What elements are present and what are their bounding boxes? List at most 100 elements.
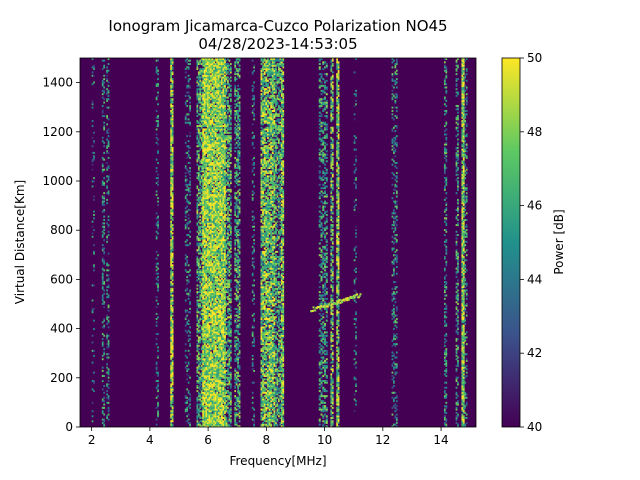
heatmap-cell-b7: [219, 302, 222, 305]
heatmap-cell-b7: [224, 408, 226, 411]
heatmap-cell-b5: [189, 291, 191, 294]
heatmap-cell-b4: [171, 146, 174, 149]
heatmap-cell-b1: [101, 83, 104, 86]
heatmap-cell-b7: [203, 187, 206, 190]
heatmap-cell-b7: [205, 197, 208, 200]
heatmap-cell-b7: [216, 126, 219, 129]
heatmap-cell-b1: [101, 259, 104, 262]
heatmap-cell-b7: [216, 329, 219, 332]
heatmap-cell-b7: [224, 250, 226, 253]
heatmap-cell-b7: [213, 178, 216, 181]
heatmap-cell-b7: [219, 343, 222, 346]
heatmap-cell-b7: [216, 380, 219, 383]
heatmap-cell-b7: [216, 411, 219, 414]
heatmap-cell-b7: [205, 222, 208, 225]
heatmap-cell-b7: [208, 272, 211, 275]
heatmap-cell-b7: [214, 230, 217, 233]
heatmap-cell-b2: [106, 168, 108, 171]
heatmap-cell-b3: [157, 203, 159, 206]
heatmap-cell-b6: [196, 59, 199, 62]
heatmap-cell-b7: [213, 255, 216, 258]
heatmap-cell-b6: [197, 331, 200, 334]
heatmap-cell-b6: [199, 358, 202, 361]
heatmap-cell-b7: [206, 349, 209, 352]
heatmap-cell-b5: [189, 156, 191, 159]
heatmap-cell-b6: [199, 170, 202, 173]
heatmap-cell-b7: [203, 274, 206, 277]
heatmap-cell-b7: [220, 158, 223, 161]
heatmap-cell-b7: [219, 383, 222, 386]
heatmap-cell-b7: [224, 388, 226, 391]
heatmap-cell-b7: [208, 371, 211, 374]
heatmap-cell-b7: [213, 328, 216, 331]
heatmap-cell-b7: [222, 333, 225, 336]
heatmap-cell-b7: [224, 373, 226, 376]
heatmap-cell-b5: [187, 150, 190, 153]
heatmap-cell-b6: [200, 252, 203, 255]
heatmap-cell-b7: [206, 136, 209, 139]
heatmap-cell-b7: [213, 317, 216, 320]
heatmap-cell-b7: [206, 304, 209, 307]
heatmap-cell-b7: [211, 203, 214, 206]
heatmap-cell-b7: [211, 212, 214, 215]
heatmap-cell-b7: [211, 213, 214, 216]
heatmap-cell-b7: [210, 395, 212, 398]
heatmap-cell-b6: [200, 425, 203, 427]
heatmap-cell-b7: [224, 311, 226, 314]
heatmap-cell-b6: [199, 190, 202, 193]
heatmap-cell-b6: [197, 252, 200, 255]
heatmap-cell-b7: [202, 328, 205, 331]
heatmap-cell-b5: [187, 98, 190, 101]
heatmap-cell-b7: [208, 210, 211, 213]
heatmap-cell-b7: [217, 267, 220, 270]
heatmap-cell-b5: [187, 183, 190, 186]
heatmap-cell-b5: [184, 343, 187, 346]
heatmap-cell-b7: [214, 244, 217, 247]
heatmap-cell-b7: [208, 301, 211, 304]
heatmap-cell-b6: [197, 173, 200, 176]
heatmap-cell-b6: [196, 84, 199, 87]
heatmap-cell-b2: [106, 264, 108, 267]
heatmap-cell-b7: [202, 333, 205, 336]
heatmap-cell-b1: [101, 380, 104, 383]
heatmap-cell-b7: [206, 143, 209, 146]
heatmap-cell-b7: [222, 141, 225, 144]
heatmap-cell-b5: [187, 59, 190, 62]
heatmap-cell-b5: [186, 239, 189, 242]
heatmap-cell-b7: [211, 198, 214, 201]
heatmap-cell-b7: [224, 304, 226, 307]
heatmap-cell-b7: [206, 126, 209, 129]
heatmap-cell-b1: [103, 91, 106, 94]
heatmap-cell-b7: [210, 167, 212, 169]
heatmap-cell-b7: [211, 128, 214, 131]
heatmap-cell-b7: [202, 401, 205, 404]
heatmap-cell-b7: [214, 311, 217, 314]
heatmap-cell-b7: [210, 128, 212, 131]
heatmap-cell-b4: [170, 423, 173, 426]
heatmap-cell-b3: [155, 282, 158, 285]
heatmap-cell-b6: [196, 125, 199, 128]
heatmap-cell-b7: [220, 237, 223, 240]
heatmap-cell-b2: [106, 91, 108, 94]
heatmap-cell-b7: [219, 225, 222, 228]
heatmap-cell-b6: [196, 420, 199, 423]
heatmap-cell-b6: [199, 296, 202, 299]
heatmap-cell-b7: [208, 227, 211, 230]
heatmap-cell-b7: [222, 388, 225, 391]
heatmap-cell-b6: [200, 71, 203, 74]
heatmap-cell-b7: [219, 292, 222, 295]
heatmap-cell-b7: [206, 232, 209, 235]
heatmap-cell-b6: [199, 242, 202, 245]
heatmap-cell-b5: [184, 121, 187, 124]
heatmap-cell-b7: [202, 219, 205, 221]
heatmap-cell-b7: [208, 358, 211, 361]
heatmap-cell-b7: [220, 249, 223, 252]
heatmap-cell-b4: [171, 98, 174, 101]
heatmap-cell-b6: [200, 375, 203, 377]
heatmap-cell-b7: [216, 257, 219, 260]
heatmap-cell-b7: [214, 420, 217, 423]
heatmap-cell-b7: [214, 348, 217, 351]
heatmap-cell-b4: [170, 269, 173, 272]
heatmap-cell-b7: [214, 425, 217, 427]
heatmap-cell-b7: [202, 180, 205, 183]
